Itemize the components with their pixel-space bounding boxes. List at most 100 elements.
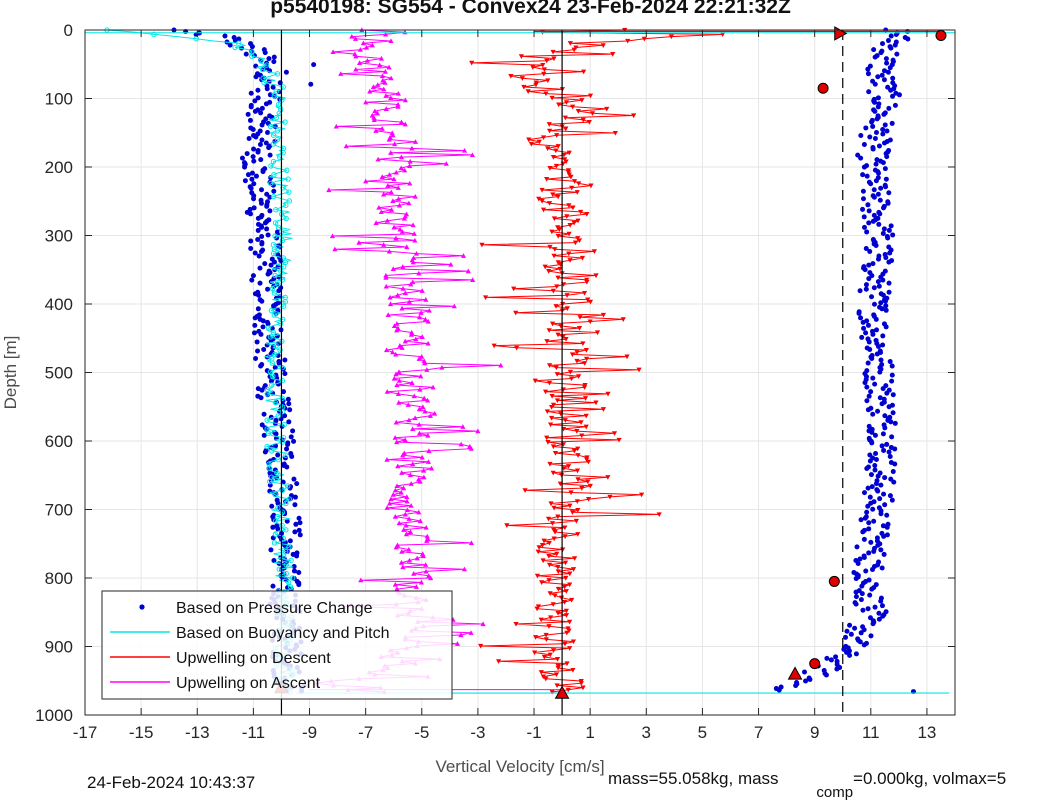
- data-point: [574, 350, 580, 355]
- data-point: [428, 465, 435, 471]
- data-point: [285, 176, 291, 182]
- data-point: [251, 158, 257, 164]
- data-point: [544, 58, 550, 64]
- data-point: [279, 522, 285, 529]
- data-point: [388, 189, 394, 195]
- data-point: [399, 229, 405, 234]
- data-point: [268, 474, 275, 480]
- data-point: [887, 493, 893, 499]
- data-point: [890, 410, 896, 416]
- data-point: [576, 238, 583, 244]
- data-point: [880, 613, 886, 619]
- data-point: [567, 258, 573, 263]
- data-point: [875, 408, 881, 414]
- data-point: [419, 354, 425, 359]
- data-point: [384, 505, 390, 510]
- data-point: [892, 446, 898, 452]
- data-point: [563, 613, 570, 618]
- data-point: [420, 553, 426, 559]
- data-point: [801, 669, 807, 675]
- data-point: [585, 297, 591, 303]
- data-point: [461, 147, 468, 153]
- data-point: [286, 544, 292, 551]
- data-point: [255, 215, 261, 221]
- data-point: [427, 575, 434, 581]
- data-point: [555, 569, 561, 575]
- data-point: [242, 164, 248, 170]
- data-point: [425, 318, 431, 324]
- data-point: [868, 633, 874, 639]
- data-point: [547, 244, 553, 250]
- data-point: [245, 111, 251, 117]
- series-upwelling-on-ascent: [313, 27, 504, 695]
- data-point: [465, 268, 471, 274]
- data-point: [423, 568, 429, 574]
- data-point: [885, 38, 891, 44]
- data-point: [567, 369, 574, 375]
- data-point: [872, 604, 878, 610]
- data-point: [279, 378, 286, 384]
- data-point: [267, 123, 274, 130]
- data-point: [418, 373, 424, 379]
- data-point: [407, 180, 413, 186]
- data-point: [261, 411, 267, 417]
- data-point: [883, 307, 889, 313]
- data-point: [383, 31, 389, 37]
- x-tick-label: -11: [242, 723, 265, 742]
- data-point: [568, 490, 574, 496]
- data-point: [378, 209, 384, 215]
- data-point: [536, 139, 542, 145]
- data-point: [549, 689, 555, 695]
- data-point: [406, 299, 412, 304]
- data-point: [879, 443, 885, 449]
- data-point: [865, 360, 871, 366]
- data-point: [575, 218, 581, 224]
- data-point: [605, 391, 611, 397]
- y-tick-label: 0: [64, 21, 73, 40]
- data-point: [552, 450, 559, 456]
- data-point: [534, 606, 540, 612]
- data-point: [583, 424, 589, 430]
- y-tick-label: 600: [45, 432, 73, 451]
- data-point: [885, 69, 891, 75]
- data-point: [401, 215, 408, 221]
- data-point: [863, 286, 869, 292]
- data-point: [363, 178, 369, 184]
- data-point: [807, 677, 813, 683]
- data-point: [416, 509, 422, 515]
- data-point: [870, 506, 876, 512]
- data-point: [385, 183, 391, 188]
- data-point: [273, 207, 279, 213]
- data-point: [867, 494, 873, 500]
- data-point: [411, 393, 417, 399]
- data-point: [880, 41, 886, 47]
- data-point: [402, 437, 408, 442]
- data-point: [587, 319, 593, 325]
- data-point: [886, 259, 892, 265]
- y-tick-label: 700: [45, 501, 73, 520]
- data-point: [267, 208, 273, 214]
- y-tick-label: 400: [45, 295, 73, 314]
- data-point: [585, 479, 591, 485]
- data-point: [257, 280, 263, 286]
- data-point: [866, 339, 872, 345]
- data-point: [871, 194, 877, 200]
- data-point: [394, 321, 400, 326]
- data-point: [872, 54, 878, 60]
- data-point: [884, 524, 890, 530]
- data-point: [887, 250, 893, 256]
- data-point: [410, 222, 416, 228]
- data-point: [869, 484, 875, 490]
- data-point: [239, 155, 245, 161]
- data-point: [388, 150, 394, 155]
- data-point: [865, 66, 871, 72]
- data-point: [279, 487, 286, 494]
- data-point: [258, 110, 264, 116]
- data-point: [406, 557, 413, 563]
- data-point: [892, 420, 898, 426]
- data-point: [232, 44, 238, 51]
- data-point: [868, 389, 874, 395]
- data-point: [858, 597, 864, 603]
- data-point: [888, 45, 894, 51]
- data-point: [248, 185, 254, 191]
